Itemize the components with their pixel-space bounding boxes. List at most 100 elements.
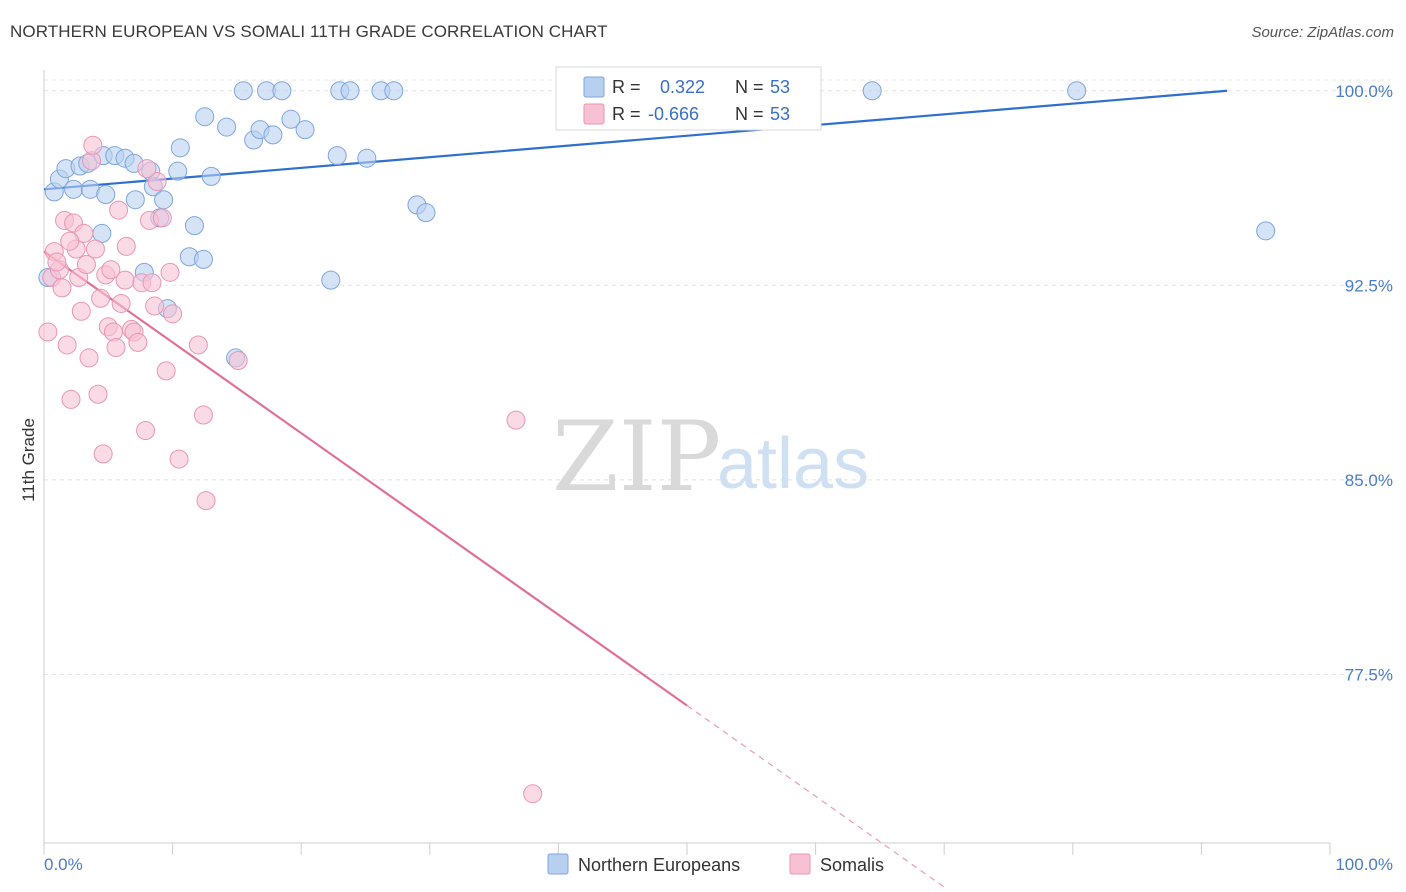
point-s1-50 <box>506 410 526 430</box>
point-s1-16 <box>83 135 103 155</box>
correlation-legend: R = 0.322 N = 53 R = -0.666 N = 53 <box>555 66 822 131</box>
point-s0-30 <box>233 81 253 101</box>
point-s1-4 <box>52 278 72 298</box>
chart-title: NORTHERN EUROPEAN VS SOMALI 11TH GRADE C… <box>10 22 608 41</box>
point-s1-11 <box>71 301 91 321</box>
legend-swatch-somali <box>583 103 605 125</box>
trend-line-dash-1 <box>686 705 945 888</box>
point-s1-18 <box>88 384 108 404</box>
point-s0-46 <box>416 203 436 223</box>
source-label: Source: ZipAtlas.com <box>1251 24 1394 41</box>
watermark-atlas: atlas <box>717 424 869 504</box>
point-s0-26 <box>195 107 215 127</box>
point-s0-19 <box>154 190 174 210</box>
point-s1-41 <box>169 449 189 469</box>
point-s0-41 <box>340 81 360 101</box>
trend-line-0 <box>43 89 1228 191</box>
point-s0-24 <box>184 216 204 236</box>
point-s0-51 <box>1067 81 1087 101</box>
point-s1-39 <box>156 361 176 381</box>
point-s0-21 <box>168 161 188 181</box>
watermark-zip: ZIP <box>552 401 721 513</box>
point-s1-19 <box>91 288 111 308</box>
point-s1-48 <box>160 262 180 282</box>
y-tick-label-1: 85.0% <box>1345 471 1393 490</box>
point-s0-34 <box>263 125 283 145</box>
point-s0-4 <box>64 179 84 199</box>
point-s1-46 <box>137 159 157 179</box>
point-s0-25 <box>193 249 213 269</box>
grid-lines <box>44 79 1390 675</box>
point-s1-7 <box>61 389 81 409</box>
point-s0-37 <box>295 120 315 140</box>
point-s1-47 <box>115 270 135 290</box>
legend-r-label-2: R = <box>612 104 641 124</box>
point-s1-28 <box>116 236 136 256</box>
point-s0-10 <box>96 185 116 205</box>
point-s1-14 <box>79 348 99 368</box>
legend-n-value-1: 53 <box>770 77 790 97</box>
point-s1-49 <box>47 252 67 272</box>
point-s1-0 <box>38 322 58 342</box>
bottom-legend-label-somali: Somalis <box>820 855 884 875</box>
tick-labels: 77.5% 85.0% 92.5% 100.0% 0.0% 100.0% <box>44 82 1393 874</box>
bottom-legend-swatch-somali <box>789 853 811 875</box>
trend-line-1 <box>43 250 688 707</box>
point-s1-36 <box>145 296 165 316</box>
y-tick-label-3: 100.0% <box>1335 82 1393 101</box>
point-s0-35 <box>272 81 292 101</box>
legend-n-label-2: N = <box>735 104 764 124</box>
y-tick-label-0: 77.5% <box>1345 665 1393 684</box>
point-s1-31 <box>128 332 148 352</box>
point-s1-17 <box>85 239 105 259</box>
point-s1-13 <box>76 255 96 275</box>
point-s1-37 <box>147 172 167 192</box>
legend-r-label-1: R = <box>612 77 641 97</box>
y-tick-label-2: 92.5% <box>1345 276 1393 295</box>
point-s0-38 <box>321 270 341 290</box>
point-s1-20 <box>93 444 113 464</box>
bottom-legend-swatch-northern <box>547 853 569 875</box>
point-s1-23 <box>101 260 121 280</box>
point-s1-44 <box>196 491 216 511</box>
legend-n-value-2: 53 <box>770 104 790 124</box>
point-s1-40 <box>163 304 183 324</box>
x-tick-label-1: 100.0% <box>1335 855 1393 874</box>
point-s0-28 <box>217 117 237 137</box>
point-s0-15 <box>125 190 145 210</box>
y-axis-title: 11th Grade <box>19 418 38 502</box>
point-s1-35 <box>142 273 162 293</box>
point-s0-50 <box>862 81 882 101</box>
series-legend: Northern Europeans Somalis <box>547 853 884 875</box>
point-s1-25 <box>106 338 126 358</box>
point-s1-52 <box>60 231 80 251</box>
point-s0-22 <box>170 138 190 158</box>
data-points <box>38 81 1276 804</box>
watermark: ZIP atlas <box>552 401 869 513</box>
legend-r-value-1: 0.322 <box>660 77 705 97</box>
point-s1-45 <box>228 351 248 371</box>
point-s1-33 <box>136 421 156 441</box>
point-s1-24 <box>103 322 123 342</box>
x-tick-label-0: 0.0% <box>44 855 83 874</box>
point-s0-39 <box>327 146 347 166</box>
point-s1-26 <box>109 200 129 220</box>
point-s0-42 <box>357 148 377 168</box>
point-s0-52 <box>1256 221 1276 241</box>
legend-swatch-northern <box>583 76 605 98</box>
legend-n-label-1: N = <box>735 77 764 97</box>
point-s1-38 <box>152 208 172 228</box>
legend-r-value-2: -0.666 <box>648 104 699 124</box>
axes <box>43 70 1331 855</box>
point-s1-27 <box>111 293 131 313</box>
point-s1-51 <box>523 784 543 804</box>
trend-lines <box>43 89 1228 888</box>
point-s1-6 <box>57 335 77 355</box>
point-s0-27 <box>201 166 221 186</box>
point-s0-44 <box>384 81 404 101</box>
bottom-legend-label-northern: Northern Europeans <box>578 855 740 875</box>
point-s0-36 <box>281 109 301 129</box>
point-s1-42 <box>188 335 208 355</box>
point-s1-43 <box>193 405 213 425</box>
